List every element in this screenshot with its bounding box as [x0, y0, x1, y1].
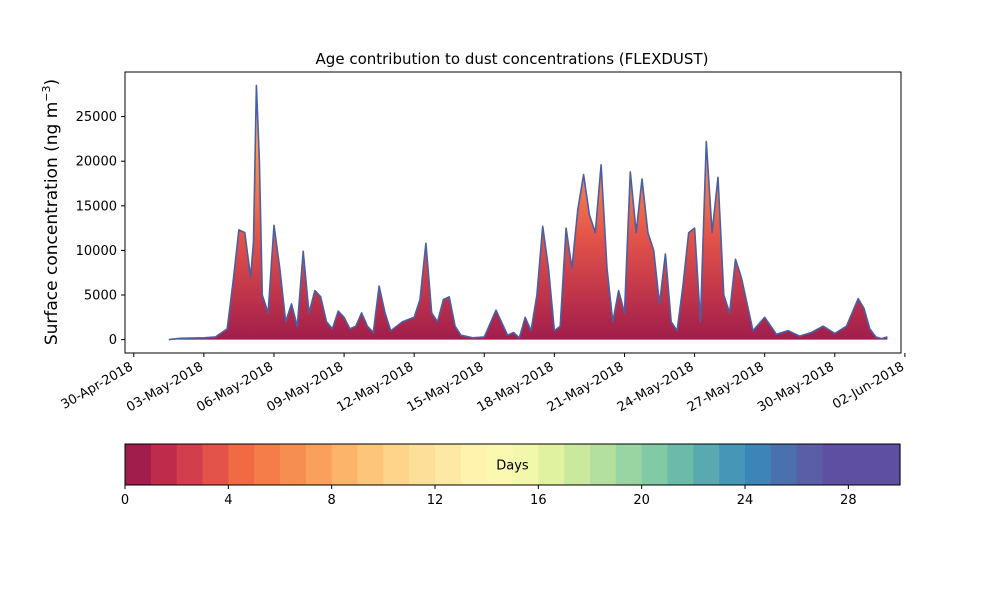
colorbar: 0 4 8 12 16 20 24 28 Days: [121, 443, 901, 508]
colorbar-frame: [124, 443, 901, 486]
x-tick-label: 27-May-2018: [685, 359, 767, 415]
colorbar-tick-label: 12: [427, 493, 444, 508]
colorbar-bin: [305, 444, 333, 485]
colorbar-bin: [512, 444, 539, 485]
age-contribution-area: [168, 85, 888, 340]
colorbar-tick-label: 16: [530, 493, 547, 508]
y-tick-label: 25000: [76, 110, 117, 125]
colorbar-bin: [822, 444, 849, 485]
colorbar-bin: [770, 444, 798, 485]
colorbar-bin: [435, 444, 462, 485]
x-tick-label: 21-May-2018: [545, 359, 627, 415]
colorbar-bin: [125, 444, 152, 485]
colorbar-bin: [254, 444, 281, 485]
colorbar-bin: [796, 444, 824, 485]
x-tick-label: 12-May-2018: [334, 359, 416, 415]
x-tick-label: 03-May-2018: [124, 359, 206, 415]
colorbar-bin: [590, 444, 617, 485]
x-tick-label: 09-May-2018: [264, 359, 346, 415]
y-axis-label-close: ): [42, 79, 62, 86]
y-tick-label: 5000: [84, 289, 117, 304]
colorbar-bin: [202, 444, 229, 485]
area-layer: [168, 85, 888, 340]
colorbar-bin: [228, 444, 255, 485]
x-tick-label: 30-May-2018: [755, 359, 837, 415]
y-tick-label: 20000: [76, 155, 117, 170]
y-tick-label: 10000: [76, 244, 117, 259]
x-tick-label: 15-May-2018: [405, 359, 487, 415]
colorbar-bin: [486, 444, 514, 485]
colorbar-tick-label: 24: [737, 493, 754, 508]
colorbar-label: Days: [496, 459, 529, 474]
x-tick-label: 24-May-2018: [615, 359, 697, 415]
colorbar-tick-label: 28: [840, 493, 857, 508]
colorbar-bin: [176, 444, 204, 485]
colorbar-bin: [383, 444, 410, 485]
x-tick-label: 30-Apr-2018: [59, 359, 136, 412]
colorbar-tick-label: 20: [633, 493, 650, 508]
colorbar-bin: [641, 444, 669, 485]
colorbar-bin: [848, 444, 875, 485]
colorbar-tick-label: 0: [121, 493, 129, 508]
colorbar-bin: [693, 444, 720, 485]
plot-frame: [124, 71, 902, 354]
y-axis-label-exponent: −3: [40, 85, 53, 101]
colorbar-bin: [538, 444, 565, 485]
colorbar-bin: [719, 444, 746, 485]
colorbar-bin: [874, 444, 901, 485]
colorbar-bin: [667, 444, 694, 485]
colorbar-bin: [564, 444, 591, 485]
colorbar-bin: [150, 444, 178, 485]
colorbar-tick-label: 4: [224, 493, 232, 508]
total-concentration-line: [168, 84, 888, 341]
y-tick-label: 15000: [76, 199, 117, 214]
colorbar-bin: [745, 444, 772, 485]
x-tick-label: 02-Jun-2018: [830, 359, 907, 412]
colorbar-bin: [331, 444, 359, 485]
x-axis: 30-Apr-201803-May-201806-May-201809-May-…: [59, 353, 907, 415]
y-tick-label: 0: [109, 333, 117, 348]
chart-title: Age contribution to dust concentrations …: [316, 50, 709, 68]
colorbar-bin: [280, 444, 307, 485]
y-axis: 0 5000 10000 15000 20000 25000: [76, 110, 125, 348]
svg-text:Surface concentration (ng m−3): Surface concentration (ng m−3): [40, 79, 62, 345]
colorbar-tick-label: 8: [328, 493, 336, 508]
y-axis-label: Surface concentration (ng m−3): [40, 79, 62, 345]
x-tick-label: 18-May-2018: [475, 359, 557, 415]
colorbar-bin: [460, 444, 488, 485]
colorbar-bin: [615, 444, 643, 485]
colorbar-bin: [357, 444, 384, 485]
colorbar-bin: [409, 444, 436, 485]
y-axis-label-text: Surface concentration (ng m: [42, 102, 62, 345]
x-tick-label: 06-May-2018: [194, 359, 276, 415]
line-layer: [168, 84, 888, 341]
